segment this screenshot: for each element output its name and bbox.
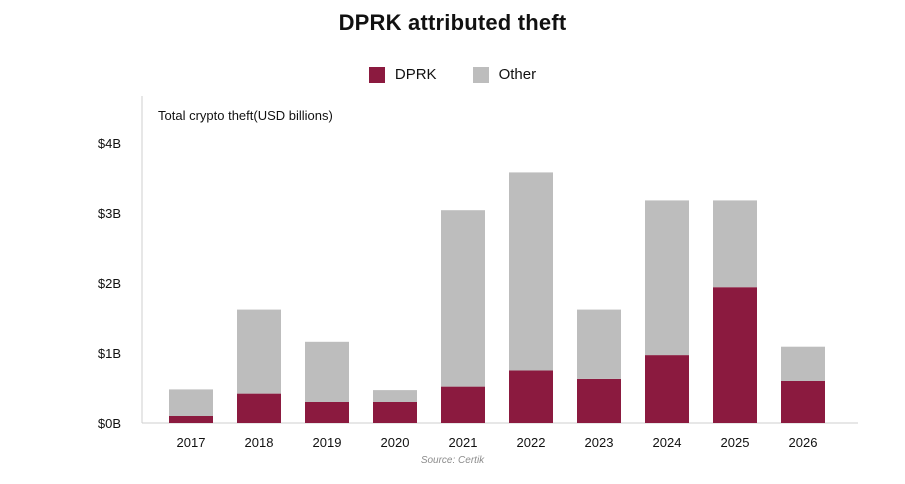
x-tick-label: 2022 <box>517 435 546 450</box>
bar-dprk-2017 <box>169 416 213 423</box>
legend-label-dprk: DPRK <box>394 66 437 83</box>
legend-swatch-other <box>472 66 489 83</box>
bar-dprk-2020 <box>373 402 417 423</box>
x-tick-label: 2020 <box>381 435 410 450</box>
chart-legend: DPRK Other <box>0 66 905 83</box>
legend-item-dprk: DPRK <box>368 66 437 83</box>
x-tick-label: 2021 <box>449 435 478 450</box>
bar-other-2023 <box>577 309 621 379</box>
bar-other-2017 <box>169 389 213 416</box>
x-tick-label: 2017 <box>177 435 206 450</box>
bar-other-2020 <box>373 390 417 402</box>
legend-item-other: Other <box>472 66 537 83</box>
bar-other-2018 <box>237 309 281 394</box>
bar-dprk-2026 <box>781 381 825 423</box>
y-tick-label: $3B <box>98 206 121 221</box>
bar-dprk-2021 <box>441 386 485 423</box>
legend-label-other: Other <box>498 66 537 83</box>
bar-other-2025 <box>713 200 757 288</box>
x-tick-label: 2019 <box>313 435 342 450</box>
y-tick-label: $2B <box>98 276 121 291</box>
chart-title: DPRK attributed theft <box>338 10 567 35</box>
bar-dprk-2025 <box>713 287 757 423</box>
bar-dprk-2024 <box>645 355 689 423</box>
bar-dprk-2018 <box>237 393 281 423</box>
source-note: Source: Certik <box>420 455 485 466</box>
x-tick-label: 2025 <box>721 435 750 450</box>
x-tick-label: 2026 <box>789 435 818 450</box>
bar-other-2026 <box>781 346 825 381</box>
x-tick-label: 2023 <box>585 435 614 450</box>
bar-other-2024 <box>645 200 689 356</box>
bar-other-2022 <box>509 172 553 371</box>
x-tick-label: 2024 <box>653 435 682 450</box>
bar-dprk-2022 <box>509 370 553 423</box>
bar-dprk-2023 <box>577 378 621 423</box>
y-tick-label: $0B <box>98 416 121 431</box>
bar-other-2021 <box>441 210 485 387</box>
y-tick-label: $1B <box>98 346 121 361</box>
y-axis-label: Total crypto theft(USD billions) <box>158 108 333 123</box>
legend-swatch-dprk <box>368 66 385 83</box>
y-tick-label: $4B <box>98 136 121 151</box>
bar-dprk-2019 <box>305 402 349 423</box>
bar-other-2019 <box>305 341 349 402</box>
x-tick-label: 2018 <box>245 435 274 450</box>
